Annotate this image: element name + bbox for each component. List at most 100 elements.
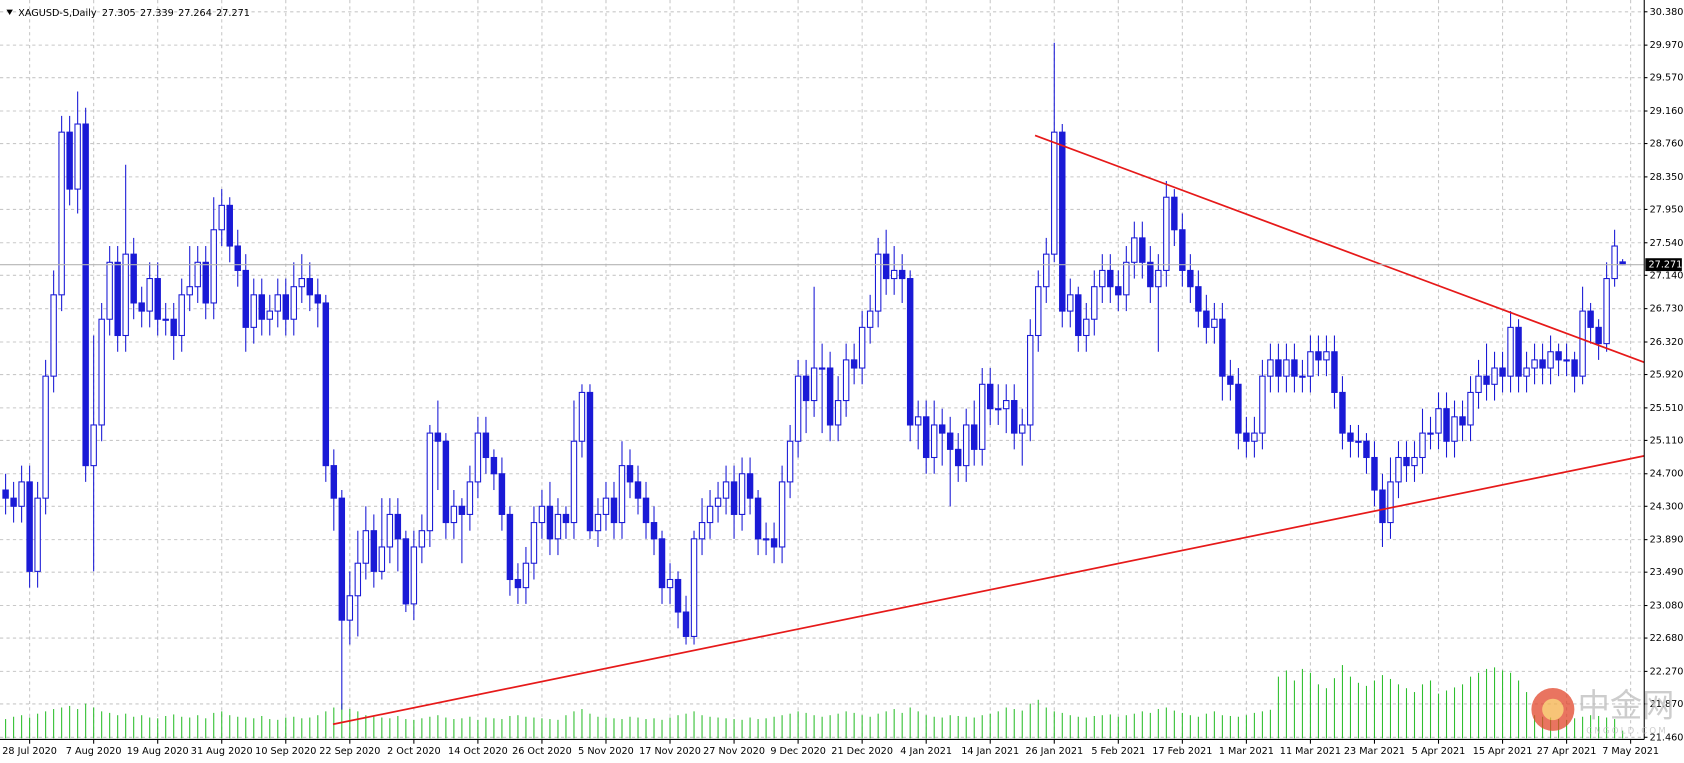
candle-body	[306, 278, 314, 296]
candle-body	[1187, 269, 1194, 288]
candle-body	[58, 131, 65, 296]
candle-body	[506, 513, 514, 581]
candle-body	[1555, 351, 1562, 361]
candle-body	[954, 448, 962, 467]
candle-body	[426, 432, 434, 532]
y-tick-label: 25.110	[1650, 435, 1684, 446]
candle-body	[82, 123, 89, 467]
x-tick-label: 7 May 2021	[1602, 746, 1659, 757]
candle-body	[1211, 318, 1218, 328]
candle-body	[386, 513, 394, 548]
x-tick-label: 26 Oct 2020	[512, 746, 572, 757]
candle-body	[538, 505, 546, 524]
candle-body	[1547, 351, 1554, 369]
candle-body	[130, 253, 137, 304]
candle-body	[970, 424, 978, 450]
y-tick-label: 23.890	[1650, 535, 1684, 546]
x-tick-label: 27 Nov 2020	[703, 746, 765, 757]
price-label-box	[1645, 258, 1682, 272]
candle-body	[1107, 269, 1114, 288]
candle-body	[402, 538, 410, 605]
candle-body	[1027, 334, 1034, 426]
candle-body	[1147, 261, 1154, 288]
candle-body	[314, 294, 322, 304]
candle-body	[1595, 326, 1602, 345]
candle-body	[154, 278, 161, 320]
candle-body	[266, 310, 273, 320]
y-tick-label: 23.080	[1650, 601, 1684, 612]
candle-body	[826, 367, 834, 426]
candle-body	[1435, 408, 1442, 434]
candle-body	[1539, 359, 1546, 369]
candle-body	[754, 497, 762, 540]
candle-body	[1171, 196, 1178, 231]
candle-body	[1067, 294, 1074, 312]
candle-body	[834, 400, 842, 426]
x-tick-label: 2 Oct 2020	[387, 746, 441, 757]
y-tick-label: 22.270	[1650, 666, 1684, 677]
candle-body	[1307, 351, 1314, 377]
candle-body	[466, 481, 474, 515]
candle-body	[874, 253, 882, 312]
candle-body	[1139, 237, 1146, 263]
candle-body	[442, 440, 450, 524]
candle-body	[562, 513, 570, 524]
candle-body	[930, 424, 938, 459]
candle-body	[1315, 351, 1322, 361]
candle-body	[186, 286, 193, 296]
candle-body	[1035, 286, 1042, 337]
candle-body	[490, 456, 498, 475]
y-tick-label: 23.490	[1650, 567, 1684, 578]
candle-body	[210, 229, 217, 304]
candle-body	[1427, 432, 1434, 435]
candle-body	[995, 408, 1002, 411]
candle-body	[298, 278, 306, 288]
y-tick-label: 27.950	[1650, 204, 1684, 215]
candle-body	[10, 497, 17, 507]
y-tick-label: 24.700	[1650, 469, 1684, 480]
x-tick-label: 5 Nov 2020	[578, 746, 634, 757]
candle-body	[762, 538, 770, 541]
header-open: 27.305	[102, 8, 136, 19]
candle-body	[1571, 359, 1578, 377]
candle-body	[234, 245, 241, 271]
candle-body	[282, 294, 290, 320]
y-tick-label: 29.570	[1650, 73, 1684, 84]
candle-body	[1323, 351, 1330, 361]
candle-body	[114, 261, 121, 337]
candle-body	[794, 375, 802, 442]
candle-body	[1531, 359, 1538, 369]
x-tick-label: 5 Apr 2021	[1412, 746, 1466, 757]
candle-body	[1251, 432, 1258, 442]
candle-body	[746, 473, 754, 499]
candle-body	[34, 497, 41, 572]
candle-body	[322, 302, 330, 467]
candle-body	[1611, 245, 1618, 280]
candle-body	[682, 611, 690, 637]
candle-body	[1387, 481, 1394, 524]
y-tick-label: 22.680	[1650, 633, 1684, 644]
candle-body	[570, 440, 578, 524]
candle-body	[634, 481, 642, 499]
candle-body	[1059, 131, 1066, 312]
x-tick-label: 14 Oct 2020	[448, 746, 508, 757]
candle-body	[74, 123, 81, 190]
y-tick-label: 25.510	[1650, 403, 1684, 414]
header-close: 27.271	[216, 8, 250, 19]
candle-body	[730, 481, 738, 515]
candle-body	[1563, 359, 1570, 362]
candle-body	[514, 578, 522, 589]
candle-body	[698, 522, 706, 540]
candle-body	[66, 131, 73, 190]
candle-body	[858, 326, 866, 369]
candle-body	[474, 432, 482, 483]
candle-body	[98, 318, 105, 426]
x-tick-label: 14 Jan 2021	[961, 746, 1019, 757]
volume-pane	[5, 665, 1624, 739]
candle-body	[546, 505, 554, 540]
candle-body	[1091, 286, 1098, 320]
candle-body	[714, 497, 722, 507]
candle-body	[842, 359, 850, 402]
candle-body	[1491, 367, 1498, 385]
x-tick-label: 17 Nov 2020	[639, 746, 701, 757]
